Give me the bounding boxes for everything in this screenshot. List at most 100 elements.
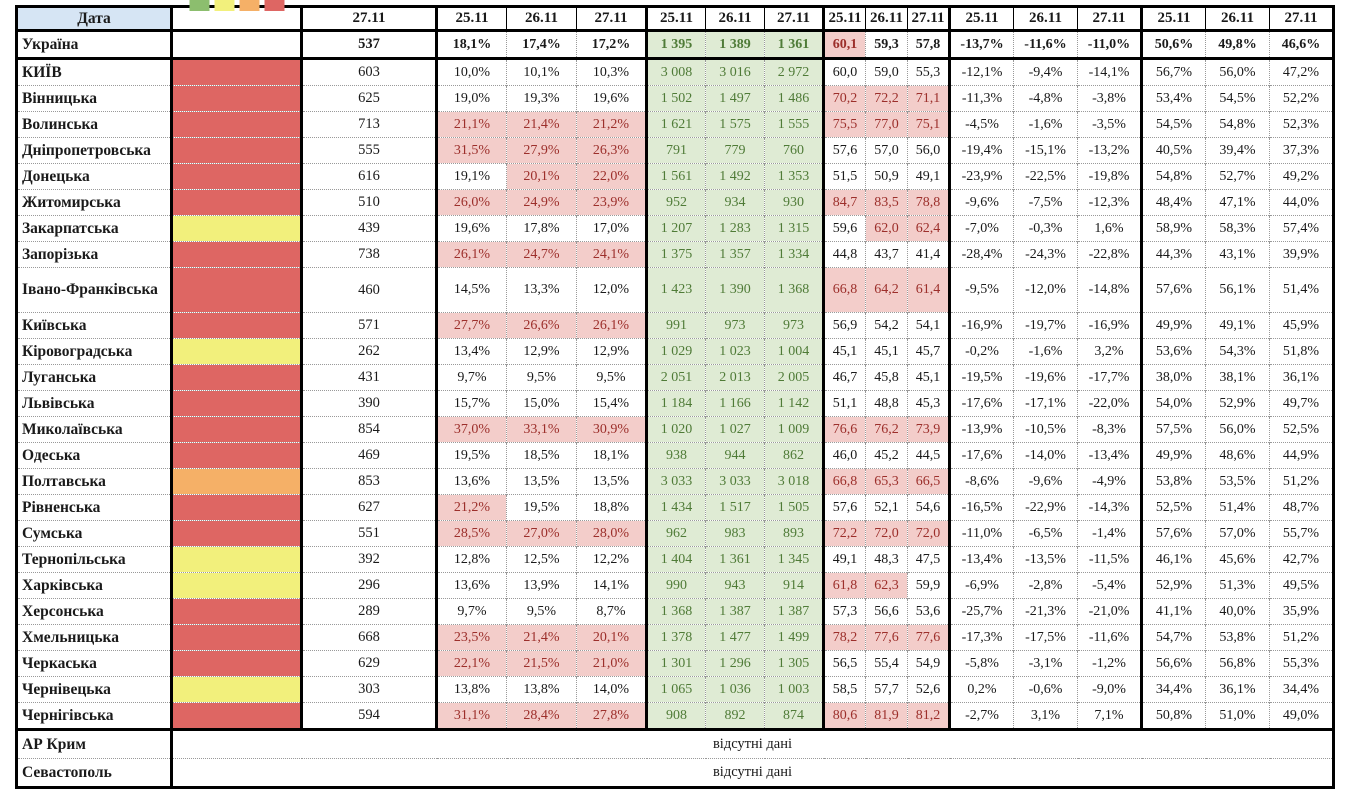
change-cell: -9,0%: [1077, 676, 1143, 703]
pct1-cell: 14,0%: [576, 676, 648, 703]
change-cell: -1,6%: [1013, 338, 1078, 365]
pct1-cell: 10,0%: [436, 58, 507, 86]
change-cell: -16,5%: [949, 494, 1014, 521]
status-cell: [171, 338, 303, 365]
volume-cell: 1 283: [705, 215, 765, 242]
col-header-share-3: 27.11: [1269, 6, 1335, 32]
change-cell: -17,3%: [949, 624, 1014, 651]
table-body: Україна 537 18,1% 17,4% 17,2% 1 395 1 389 1 361…: [16, 30, 1335, 788]
col-header-load-2: 26.11: [865, 6, 908, 32]
pct1-cell: 10,3%: [576, 58, 648, 86]
share-cell: 52,9%: [1205, 390, 1270, 417]
share-cell: 54,3%: [1205, 338, 1270, 365]
load-cell: 81,9: [865, 702, 908, 730]
change-cell: -13,4%: [949, 546, 1014, 573]
volume-cell: 1 389: [705, 30, 765, 60]
pct1-cell: 19,5%: [436, 442, 507, 469]
share-cell: 51,4%: [1205, 494, 1270, 521]
change-cell: -11,0%: [949, 520, 1014, 547]
share-cell: 51,3%: [1205, 572, 1270, 599]
volume-cell: 1 477: [705, 624, 765, 651]
legend-swatch-orange: [239, 0, 259, 11]
pct1-cell: 37,0%: [436, 416, 507, 443]
load-cell: 77,6: [907, 624, 951, 651]
change-cell: -16,9%: [949, 312, 1014, 339]
change-cell: -21,0%: [1077, 598, 1143, 625]
status-cell: [171, 267, 303, 313]
load-cell: 75,5: [823, 111, 866, 138]
value-cell: 571: [301, 312, 438, 339]
pct1-cell: 12,9%: [576, 338, 648, 365]
change-cell: -17,1%: [1013, 390, 1078, 417]
share-cell: 56,0%: [1205, 416, 1270, 443]
volume-cell: 1 353: [764, 163, 825, 190]
col-header-pct1-1: 25.11: [436, 6, 507, 32]
load-cell: 56,9: [823, 312, 866, 339]
status-cell: [171, 624, 303, 651]
pct1-cell: 21,4%: [506, 624, 577, 651]
volume-cell: 1 301: [646, 650, 706, 677]
status-cell: [171, 598, 303, 625]
value-cell: 603: [301, 58, 438, 86]
table-row: Дніпропетровська 555 31,5% 27,9% 26,3% 791 779…: [16, 137, 1335, 164]
volume-cell: 3 008: [646, 58, 706, 86]
table-row: Київська 571 27,7% 26,6% 26,1% 991 973 973 56,9 5…: [16, 312, 1335, 339]
load-cell: 66,5: [907, 468, 951, 495]
load-cell: 54,9: [907, 650, 951, 677]
share-cell: 58,9%: [1141, 215, 1206, 242]
load-cell: 57,3: [823, 598, 866, 625]
load-cell: 78,8: [907, 189, 951, 216]
share-cell: 40,0%: [1205, 598, 1270, 625]
change-cell: 3,1%: [1013, 702, 1078, 730]
table-row: Полтавська 853 13,6% 13,5% 13,5% 3 033 3 033 3 …: [16, 468, 1335, 495]
volume-cell: 1 517: [705, 494, 765, 521]
load-cell: 49,1: [823, 546, 866, 573]
share-cell: 36,1%: [1269, 364, 1335, 391]
volume-cell: 1 395: [646, 30, 706, 60]
volume-cell: 973: [705, 312, 765, 339]
value-cell: 738: [301, 241, 438, 268]
load-cell: 52,1: [865, 494, 908, 521]
pct1-cell: 13,6%: [436, 468, 507, 495]
report-table: Дата 27.11 25.11 26.11 27.11 25.11 26.11…: [15, 0, 1335, 789]
share-cell: 44,3%: [1141, 241, 1206, 268]
pct1-cell: 14,5%: [436, 267, 507, 313]
col-header-chg-3: 27.11: [1077, 6, 1143, 32]
value-cell: 668: [301, 624, 438, 651]
change-cell: -12,1%: [949, 58, 1014, 86]
region-name: Миколаївська: [16, 416, 173, 443]
region-name: Харківська: [16, 572, 173, 599]
report-page: Дата 27.11 25.11 26.11 27.11 25.11 26.11…: [15, 0, 1335, 789]
col-header-value-date: 27.11: [301, 6, 438, 32]
legend-swatch-green: [189, 0, 209, 11]
legend-swatch-red: [264, 0, 284, 11]
volume-cell: 1 142: [764, 390, 825, 417]
status-cell: [171, 364, 303, 391]
share-cell: 47,2%: [1269, 58, 1335, 86]
status-legend: [189, 0, 284, 11]
pct1-cell: 14,1%: [576, 572, 648, 599]
volume-cell: 1 065: [646, 676, 706, 703]
share-cell: 54,8%: [1141, 163, 1206, 190]
volume-cell: 3 016: [705, 58, 765, 86]
value-cell: 460: [301, 267, 438, 313]
share-cell: 56,6%: [1141, 650, 1206, 677]
volume-cell: 1 027: [705, 416, 765, 443]
load-cell: 84,7: [823, 189, 866, 216]
volume-cell: 1 387: [705, 598, 765, 625]
pct1-cell: 17,4%: [506, 30, 577, 60]
change-cell: -4,5%: [949, 111, 1014, 138]
pct1-cell: 12,0%: [576, 267, 648, 313]
status-cell: [171, 468, 303, 495]
status-cell: [171, 189, 303, 216]
region-name: Черкаська: [16, 650, 173, 677]
change-cell: -4,9%: [1077, 468, 1143, 495]
volume-cell: 1 334: [764, 241, 825, 268]
load-cell: 64,2: [865, 267, 908, 313]
load-cell: 83,5: [865, 189, 908, 216]
pct1-cell: 27,0%: [506, 520, 577, 547]
share-cell: 48,4%: [1141, 189, 1206, 216]
table-row: Івано-Франківська 460 14,5% 13,3% 12,0% 1 423…: [16, 267, 1335, 313]
share-cell: 51,4%: [1269, 267, 1335, 313]
pct1-cell: 28,0%: [576, 520, 648, 547]
